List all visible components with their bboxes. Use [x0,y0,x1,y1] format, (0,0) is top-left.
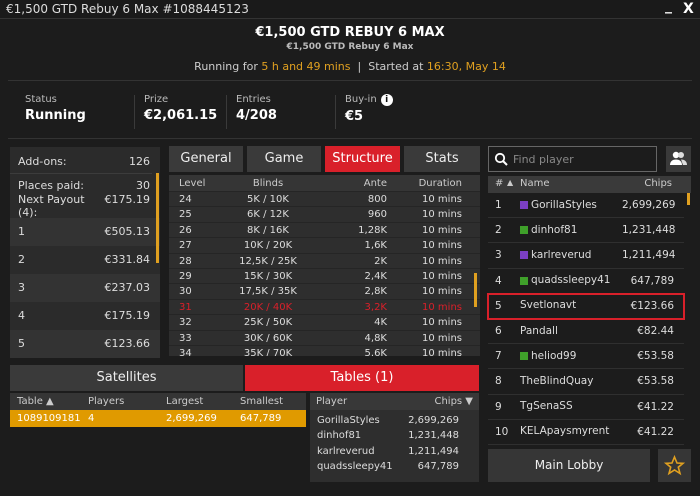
table-player-row[interactable]: quadssleepy41 647,789 [317,461,459,473]
stat-buyin: Buy-in i €5 [345,94,393,124]
table-row: 28 12,5K / 25K 2K 10 mins [169,254,480,269]
tab-game[interactable]: Game [247,146,321,172]
table-players-panel: Player Chips ▼ GorillaStyles 2,699,269 dinh… [310,393,479,482]
stat-prize: Prize €2,061.15 [144,94,218,123]
tab-structure[interactable]: Structure [325,146,400,172]
table-header: Player Chips ▼ [310,393,479,410]
table-row: 25 6K / 12K 960 10 mins [169,207,480,223]
star-icon [663,454,686,476]
table-row: 27 10K / 20K 1,6K 10 mins [169,238,480,254]
people-icon [670,151,687,165]
tournament-subtitle: €1,500 GTD Rebuy 6 Max [286,42,414,52]
payout-row: 5 €123.66 [10,330,160,358]
player-row[interactable]: 7 heliod99 €53.58 [488,344,684,370]
sort-asc-icon: ▲ [507,178,514,187]
tournament-title: €1,500 GTD REBUY 6 MAX [255,25,445,40]
player-row[interactable]: 10 KELApaysmyrent €41.22 [488,420,684,445]
divider [335,95,336,129]
tab-satellites[interactable]: Satellites [10,365,243,391]
payout-row: 4 €175.19 [10,302,160,330]
player-name: quadssleepy41 [531,274,611,287]
player-name: Svetlonavt [520,299,577,312]
player-row-selected[interactable]: 5 Svetlonavt €123.66 [487,292,685,320]
scrollbar[interactable] [474,273,477,307]
search-icon [494,152,508,166]
player-name: Pandall [520,324,558,337]
player-name: dinhof81 [531,223,578,236]
tab-tables[interactable]: Tables (1) [245,365,479,391]
player-name: heliod99 [531,349,577,362]
favorite-button[interactable] [658,449,691,482]
table-row: 29 15K / 30K 2,4K 10 mins [169,269,480,285]
divider [8,138,692,139]
players-list: 1 GorillaStyles 2,699,269 2 dinhof81 1,231,44… [487,193,685,445]
payouts-panel: Add-ons: 126 Places paid: 30 Next Payout (… [10,147,160,358]
close-button[interactable]: X [683,1,694,17]
player-name: GorillaStyles [531,198,597,211]
tab-stats[interactable]: Stats [404,146,480,172]
table-header: Table ▲ Players Largest Smallest [10,393,306,410]
window-title: €1,500 GTD Rebuy 6 Max #1088445123 [6,2,249,16]
stat-entries: Entries 4/208 [236,94,277,123]
table-player-row[interactable]: karlreverud 1,211,494 [317,445,459,457]
structure-table: Level Blinds Ante Duration 24 5K / 10K 800 10 … [169,175,480,356]
divider [8,80,692,81]
player-row[interactable]: 8 TheBlindQuay €53.58 [488,369,684,395]
stat-status: Status Running [25,94,86,123]
table-row: 32 25K / 50K 4K 10 mins [169,315,480,331]
payout-row: 1 €505.13 [10,218,160,246]
scrollbar[interactable] [687,193,690,205]
payout-row: 3 €237.03 [10,274,160,302]
players-header: # ▲ Name Chips [488,176,691,193]
current-level-row: 31 20K / 40K 3,2K 10 mins [169,300,480,316]
table-player-row[interactable]: dinhof81 1,231,448 [317,430,459,442]
tab-general[interactable]: General [169,146,243,172]
running-info: Running for 5 h and 49 mins | Started at… [194,60,506,73]
table-row[interactable]: 1089109181 4 2,699,269 647,789 [10,410,306,427]
player-row[interactable]: 6 Pandall €82.44 [488,319,684,345]
player-status-icon [520,226,528,235]
table-header: Level Blinds Ante Duration [169,175,480,192]
player-status-icon [520,352,528,361]
player-name: KELApaysmyrent [520,425,610,438]
table-row: 34 35K / 70K 5.6K 10 mins [169,346,480,356]
info-icon[interactable]: i [380,94,393,106]
player-name: TgSenaSS [520,400,573,413]
player-status-icon [520,251,528,260]
table-row: 24 5K / 10K 800 10 mins [169,192,480,208]
player-row[interactable]: 4 quadssleepy41 647,789 [488,269,684,294]
scrollbar[interactable] [156,173,159,263]
player-name: karlreverud [531,248,592,261]
minimize-button[interactable]: _ [665,0,672,14]
player-row[interactable]: 2 dinhof81 1,231,448 [488,218,684,244]
player-row[interactable]: 3 karlreverud 1,211,494 [488,243,684,269]
player-row[interactable]: 1 GorillaStyles 2,699,269 [488,193,684,219]
main-lobby-button[interactable]: Main Lobby [488,449,650,482]
search-input[interactable] [513,150,653,168]
players-button[interactable] [666,146,691,172]
player-name: TheBlindQuay [520,374,594,387]
payout-row: 2 €331.84 [10,246,160,274]
divider [226,95,227,129]
player-status-icon [520,201,528,210]
divider [134,95,135,129]
table-row: 30 17,5K / 35K 2,8K 10 mins [169,284,480,300]
find-player-search[interactable] [488,146,657,172]
table-row: 33 30K / 60K 4,8K 10 mins [169,331,480,346]
player-row[interactable]: 9 TgSenaSS €41.22 [488,395,684,420]
player-status-icon [520,276,528,285]
table-row: 26 8K / 16K 1,28K 10 mins [169,223,480,239]
tables-table: Table ▲ Players Largest Smallest 1089109181… [10,393,306,427]
table-player-row[interactable]: GorillaStyles 2,699,269 [317,415,459,426]
title-bar: €1,500 GTD Rebuy 6 Max #1088445123 _ X [0,0,700,19]
